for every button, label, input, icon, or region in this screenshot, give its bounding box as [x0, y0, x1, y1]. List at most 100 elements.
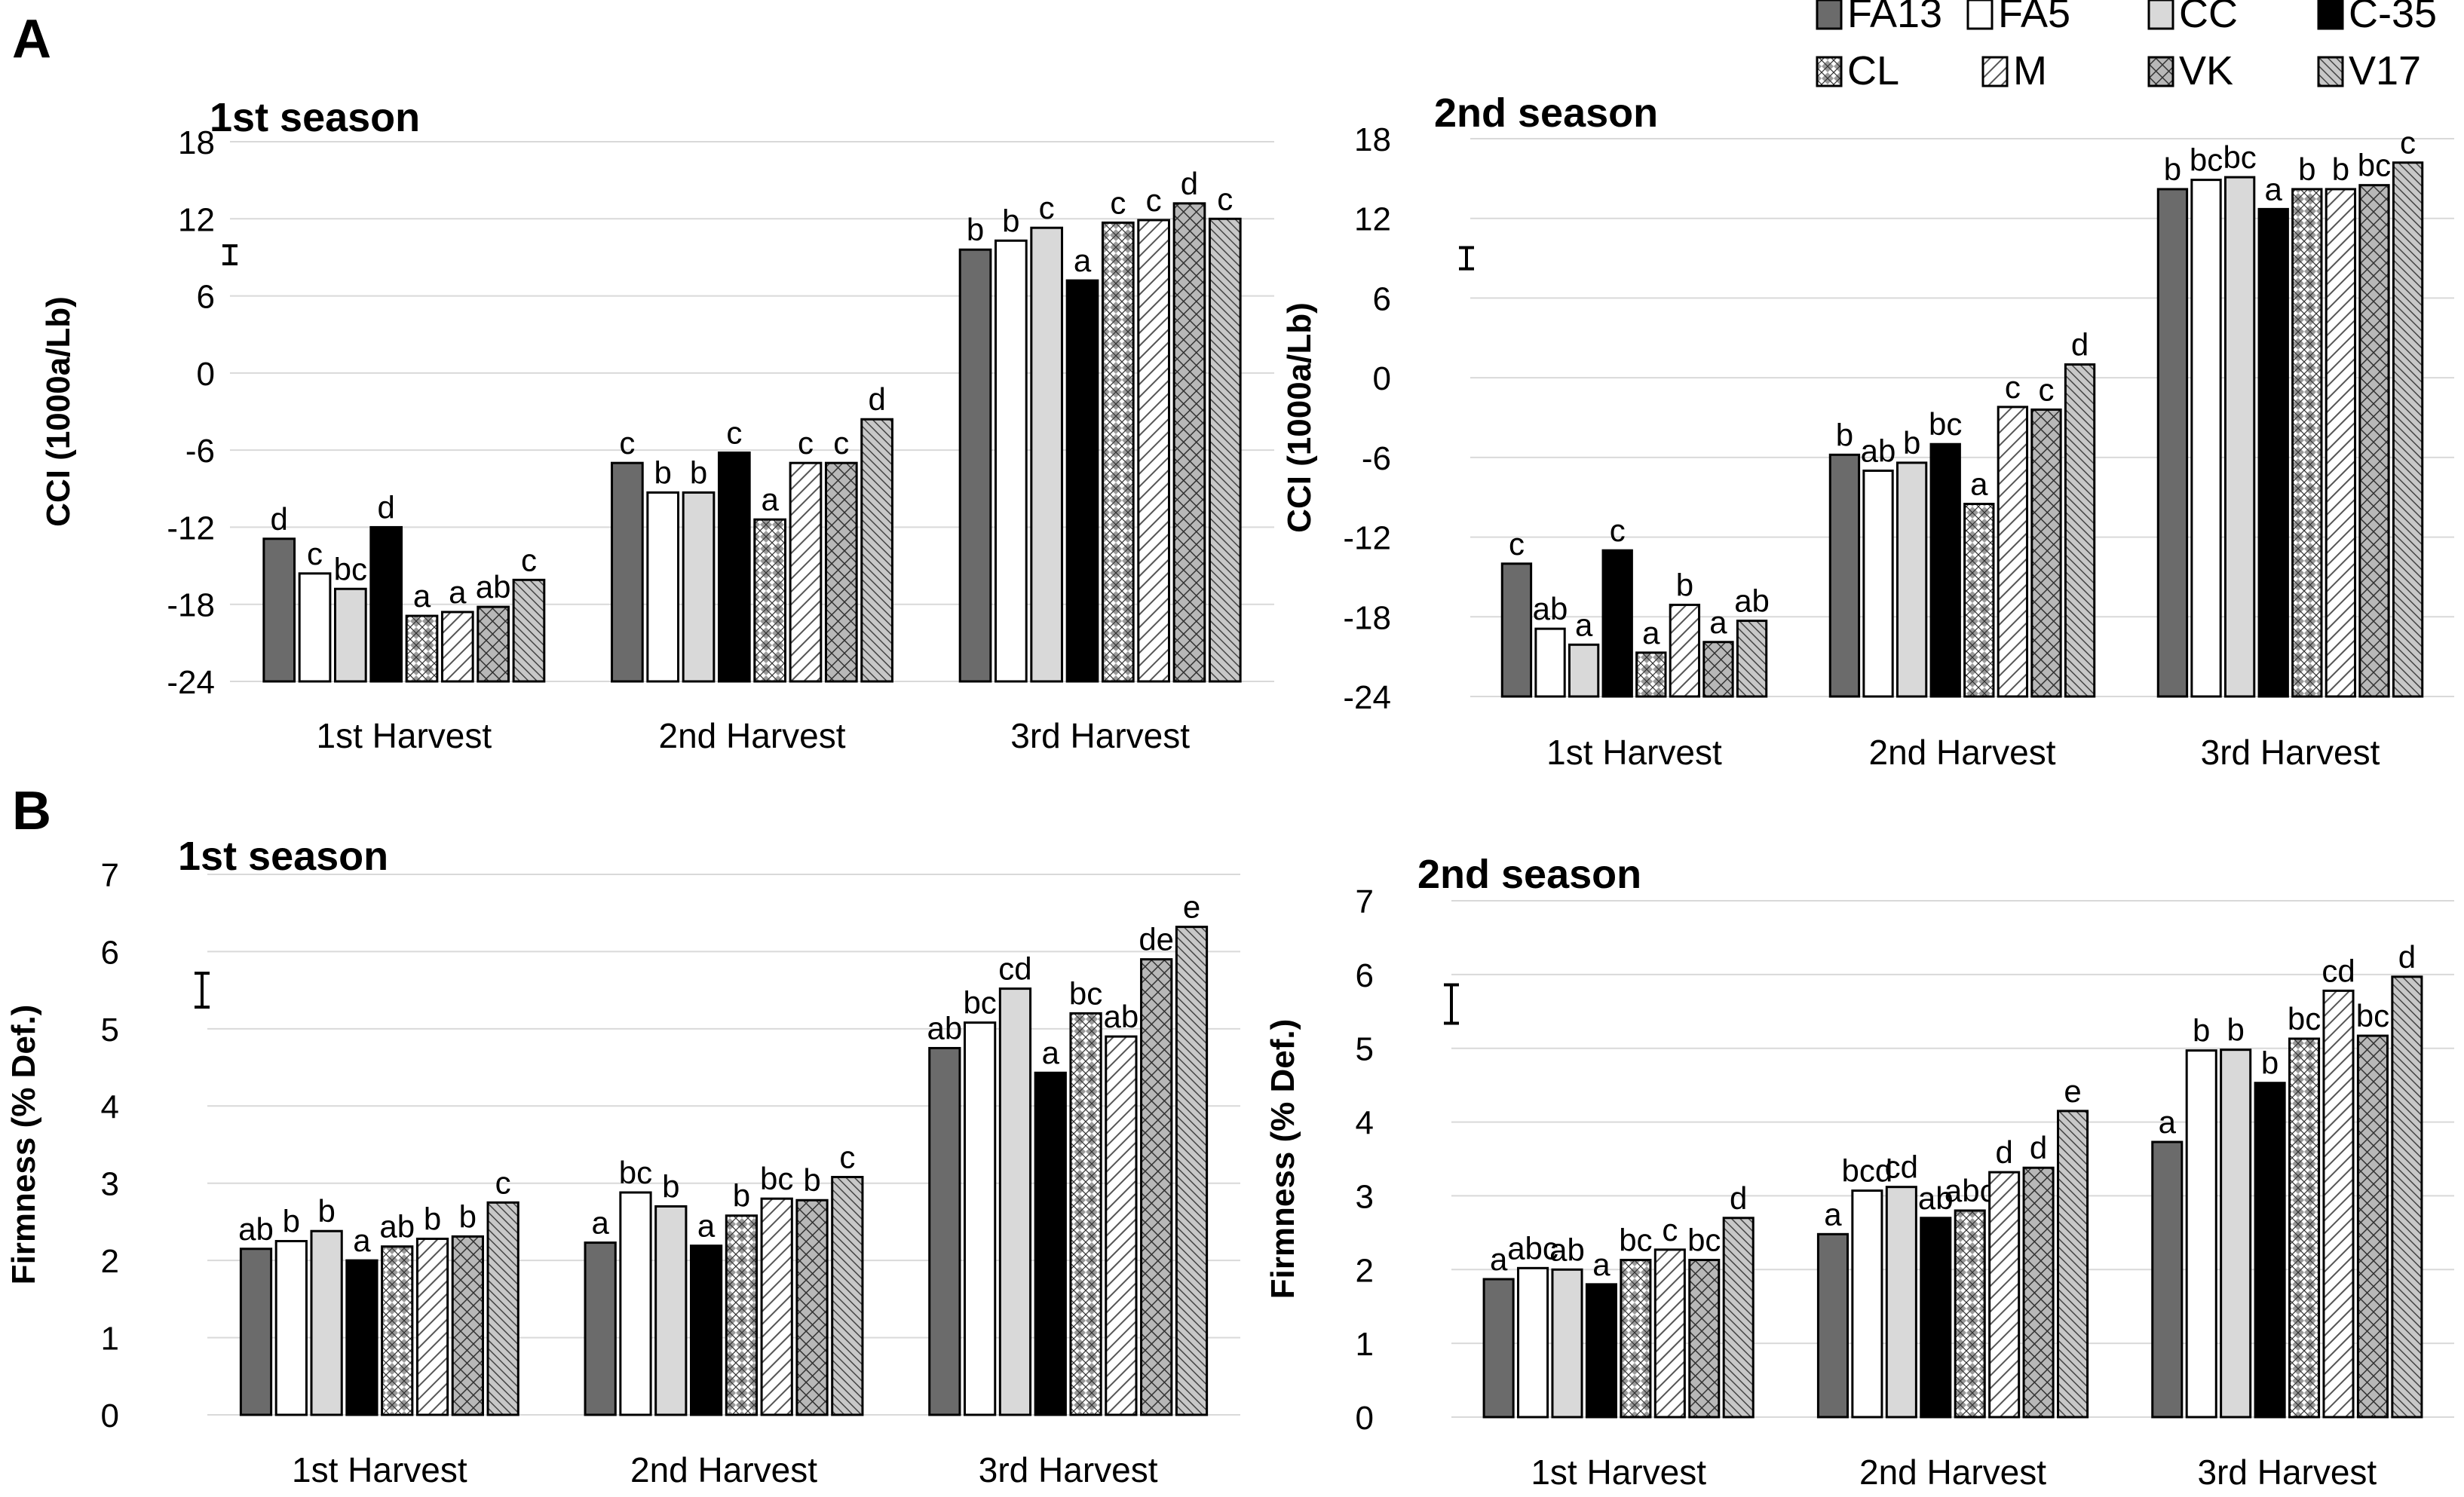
significance-letter: b: [459, 1199, 477, 1234]
significance-letter: bc: [2223, 139, 2256, 175]
significance-letter: a: [2265, 171, 2283, 207]
bar-cc: [682, 491, 716, 683]
significance-letter: ab: [238, 1211, 274, 1247]
y-tick-label: 4: [101, 1088, 119, 1125]
significance-letter: b: [2332, 152, 2349, 187]
significance-letter: a: [697, 1208, 716, 1244]
bar-c-35: [1034, 1071, 1067, 1416]
significance-letter: a: [1042, 1035, 1060, 1070]
bar-cl: [405, 614, 439, 683]
y-tick-label: 12: [178, 201, 215, 238]
y-tick-label: 2: [1356, 1252, 1374, 1289]
bar-cc: [998, 987, 1032, 1416]
bar-vk: [2030, 408, 2062, 698]
significance-letter: c: [521, 542, 537, 577]
significance-letter: a: [1074, 243, 1092, 278]
y-tick-label: 6: [197, 279, 215, 316]
significance-letter: abc: [1945, 1173, 1996, 1208]
bar-cc: [1030, 226, 1064, 683]
bar-cl: [2291, 188, 2323, 698]
significance-letter: bcd: [1842, 1153, 1893, 1189]
significance-letter: c: [2038, 372, 2054, 407]
significance-letter: b: [424, 1201, 441, 1236]
y-axis-label: Firmness (% Def.): [1264, 1019, 1301, 1300]
x-category-label: 3rd Harvest: [1010, 716, 1190, 755]
bar-c-35: [2257, 207, 2289, 698]
significance-letter: c: [1662, 1212, 1678, 1248]
significance-letter: c: [1610, 513, 1626, 548]
chart-a-2nd-season: 2nd season -24 -18 -12 -6 0 6 12 18 CCI (1000a/Lb…: [1281, 90, 2454, 772]
significance-letter: a: [1490, 1241, 1508, 1277]
legend-label: FA5: [1998, 0, 2070, 36]
bar-v17: [512, 578, 546, 683]
bar-m: [2325, 188, 2357, 698]
significance-letter: d: [2071, 327, 2089, 363]
significance-letter: c: [495, 1165, 511, 1200]
bar-vk: [1140, 958, 1173, 1416]
significance-letter: c: [2005, 369, 2021, 405]
significance-letter: b: [283, 1204, 300, 1239]
y-tick-label: 7: [101, 857, 119, 894]
x-category-label: 1st Harvest: [292, 1450, 467, 1489]
legend-label: C-35: [2349, 0, 2437, 36]
bar-fa5: [964, 1021, 997, 1416]
bar-fa13: [611, 461, 644, 683]
bar-fa5: [646, 491, 680, 683]
bar-cc: [2223, 176, 2256, 698]
bar-cl: [381, 1245, 414, 1416]
significance-letter: bc: [619, 1155, 652, 1190]
bar-v17: [860, 418, 893, 683]
significance-letter: bc: [334, 551, 367, 586]
y-tick-label: -12: [167, 510, 215, 546]
y-tick-label: 2: [101, 1243, 119, 1280]
error-bar: [1459, 246, 1474, 271]
significance-letter: c: [1110, 185, 1126, 220]
significance-letter: b: [967, 212, 984, 247]
bar-m: [1137, 219, 1170, 683]
bar-fa5: [274, 1240, 308, 1416]
chart-title: 2nd season: [1434, 90, 1658, 136]
y-tick-label: 1: [101, 1321, 119, 1358]
x-category-label: 1st Harvest: [1531, 1453, 1706, 1492]
legend-swatch: [1981, 56, 2009, 87]
significance-letter: d: [2398, 939, 2416, 975]
chart-title: 2nd season: [1417, 852, 1641, 897]
significance-letter: b: [1002, 203, 1019, 238]
bar-vk: [2358, 184, 2390, 698]
significance-letter: ab: [1918, 1180, 1954, 1216]
legend-swatch: [1816, 0, 1843, 30]
bar-fa13: [584, 1241, 617, 1416]
legend-swatch: [1816, 56, 1843, 87]
y-tick-label: 5: [101, 1012, 119, 1049]
significance-letter: c: [307, 536, 323, 571]
x-category-label: 3rd Harvest: [2197, 1453, 2377, 1492]
bar-fa5: [2185, 1049, 2217, 1419]
significance-letter: c: [1509, 526, 1525, 562]
significance-letter: a: [1575, 607, 1593, 642]
significance-letter: b: [654, 455, 672, 490]
significance-letter: b: [803, 1162, 820, 1198]
bar-c-35: [717, 452, 751, 683]
y-tick-label: -24: [1343, 679, 1391, 716]
bar-fa13: [958, 248, 992, 683]
bar-fa5: [619, 1191, 652, 1416]
bar-fa13: [2156, 188, 2189, 698]
significance-letter: b: [1836, 417, 1853, 452]
bar-fa5: [298, 572, 332, 683]
bar-cc: [1568, 643, 1600, 698]
bar-vk: [477, 605, 510, 683]
y-tick-label: 0: [1356, 1400, 1374, 1437]
y-tick-label: 4: [1356, 1105, 1374, 1142]
bar-c-35: [369, 525, 403, 683]
chart-title: 1st season: [210, 95, 420, 140]
x-category-label: 2nd Harvest: [1859, 1453, 2046, 1492]
legend-item-m: M: [1981, 48, 2047, 93]
significance-letter: ab: [1861, 433, 1896, 468]
bar-v17: [1208, 217, 1242, 683]
significance-letter: d: [1181, 166, 1198, 201]
bar-vk: [451, 1235, 484, 1416]
y-tick-label: 5: [1356, 1031, 1374, 1068]
legend-item-vk: VK: [2147, 48, 2233, 93]
significance-letter: b: [662, 1168, 679, 1204]
